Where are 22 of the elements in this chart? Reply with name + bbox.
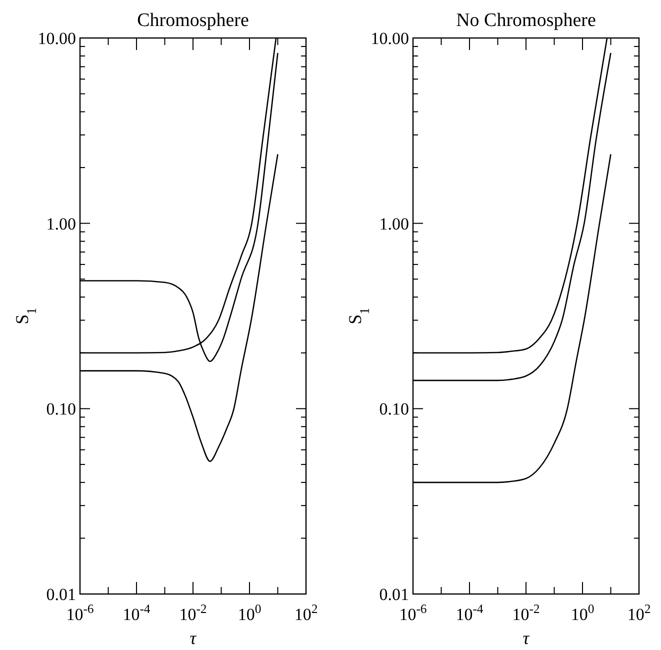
y-tick-label: 1.00 [46, 214, 76, 234]
y-tick-label: 0.01 [46, 585, 76, 604]
y-tick-label: 0.10 [46, 400, 76, 419]
chart-title: Chromosphere [137, 10, 249, 31]
x-tick-label: 10$^{-4}$ [122, 602, 151, 624]
y-tick-label: 10.00 [38, 29, 76, 48]
x-tick-label: 10$^{2}$ [627, 602, 651, 624]
x-tick-label: 10$^{-2}$ [512, 602, 540, 624]
x-tick-label: 10$^{-4}$ [456, 602, 484, 624]
x-tick-label: 10$^{2}$ [294, 602, 318, 624]
y-tick-label: 10.00 [370, 29, 409, 48]
y-tick-label: 0.01 [379, 585, 409, 604]
x-axis-title: τ [522, 628, 530, 648]
x-tick-label: 10$^{0}$ [570, 602, 594, 624]
x-tick-label: 10$^{-6}$ [399, 602, 427, 624]
x-tick-label: 10$^{-2}$ [179, 602, 207, 624]
x-tick-label: 10$^{0}$ [238, 602, 262, 624]
x-tick-label: 10$^{-6}$ [66, 602, 94, 624]
y-tick-label: 1.00 [379, 214, 409, 234]
chart-title: No Chromosphere [456, 10, 596, 31]
x-axis-title: τ [190, 628, 197, 648]
y-tick-label: 0.10 [379, 400, 409, 419]
